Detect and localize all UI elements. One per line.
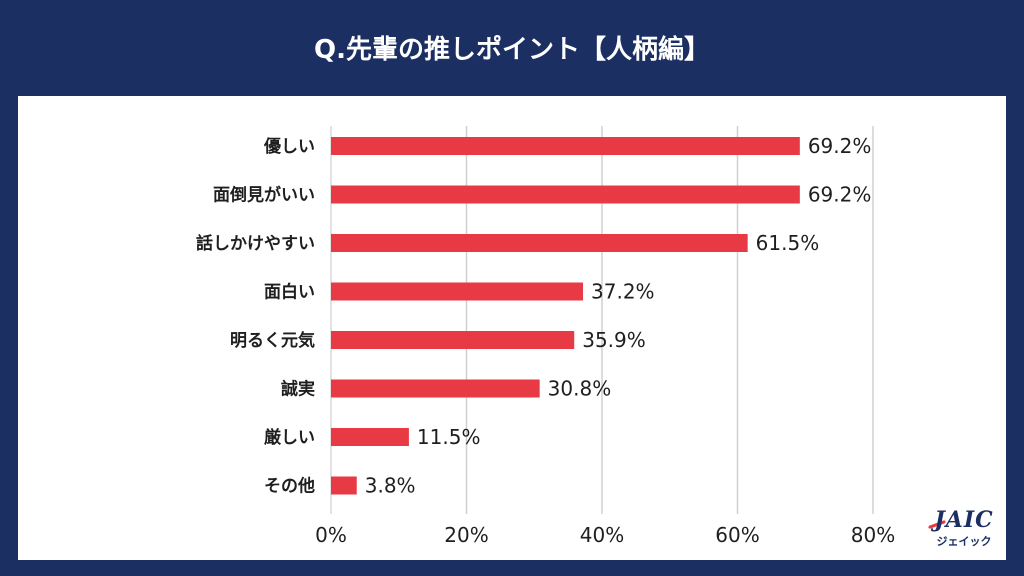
bar <box>331 428 409 446</box>
value-label: 61.5% <box>756 231 820 255</box>
logo-sub-text: ジェイック <box>936 535 992 548</box>
category-label: 面倒見がいい <box>213 185 315 206</box>
chart-panel: 0% 20% 40% 60% 80% 優しい 69.2% 面倒見がいい 69.2% 話しかけやすい… <box>18 96 1006 560</box>
category-label: その他 <box>264 476 315 497</box>
bar <box>331 379 540 398</box>
value-label: 11.5% <box>417 425 481 449</box>
category-label: 話しかけやすい <box>196 233 315 254</box>
x-tick-label: 20% <box>444 523 488 547</box>
value-label: 37.2% <box>591 280 655 304</box>
bar <box>331 137 800 155</box>
x-tick-label: 0% <box>315 523 347 547</box>
category-label: 厳しい <box>264 427 315 448</box>
value-label: 69.2% <box>808 134 872 158</box>
bar-chart: 0% 20% 40% 60% 80% 優しい 69.2% 面倒見がいい 69.2% 話しかけやすい… <box>196 126 895 547</box>
bar <box>331 282 584 301</box>
bar <box>331 476 357 495</box>
value-label: 30.8% <box>548 377 612 401</box>
jaic-logo: JAIC ジェイック <box>926 507 1002 549</box>
category-label: 誠実 <box>281 379 315 400</box>
bar <box>331 331 575 349</box>
x-tick-label: 60% <box>715 523 759 547</box>
category-label: 面白い <box>264 282 315 303</box>
logo-main-text: JAIC <box>934 507 994 533</box>
x-tick-label: 80% <box>851 523 895 547</box>
value-label: 35.9% <box>582 328 646 352</box>
bar <box>331 185 800 204</box>
x-tick-label: 40% <box>580 523 624 547</box>
value-label: 69.2% <box>808 183 872 207</box>
value-label: 3.8% <box>365 474 416 498</box>
category-label: 明るく元気 <box>230 330 315 351</box>
category-label: 優しい <box>263 136 315 157</box>
chart-title: Q.先輩の推しポイント【人柄編】 <box>314 34 710 65</box>
bar <box>331 234 748 252</box>
